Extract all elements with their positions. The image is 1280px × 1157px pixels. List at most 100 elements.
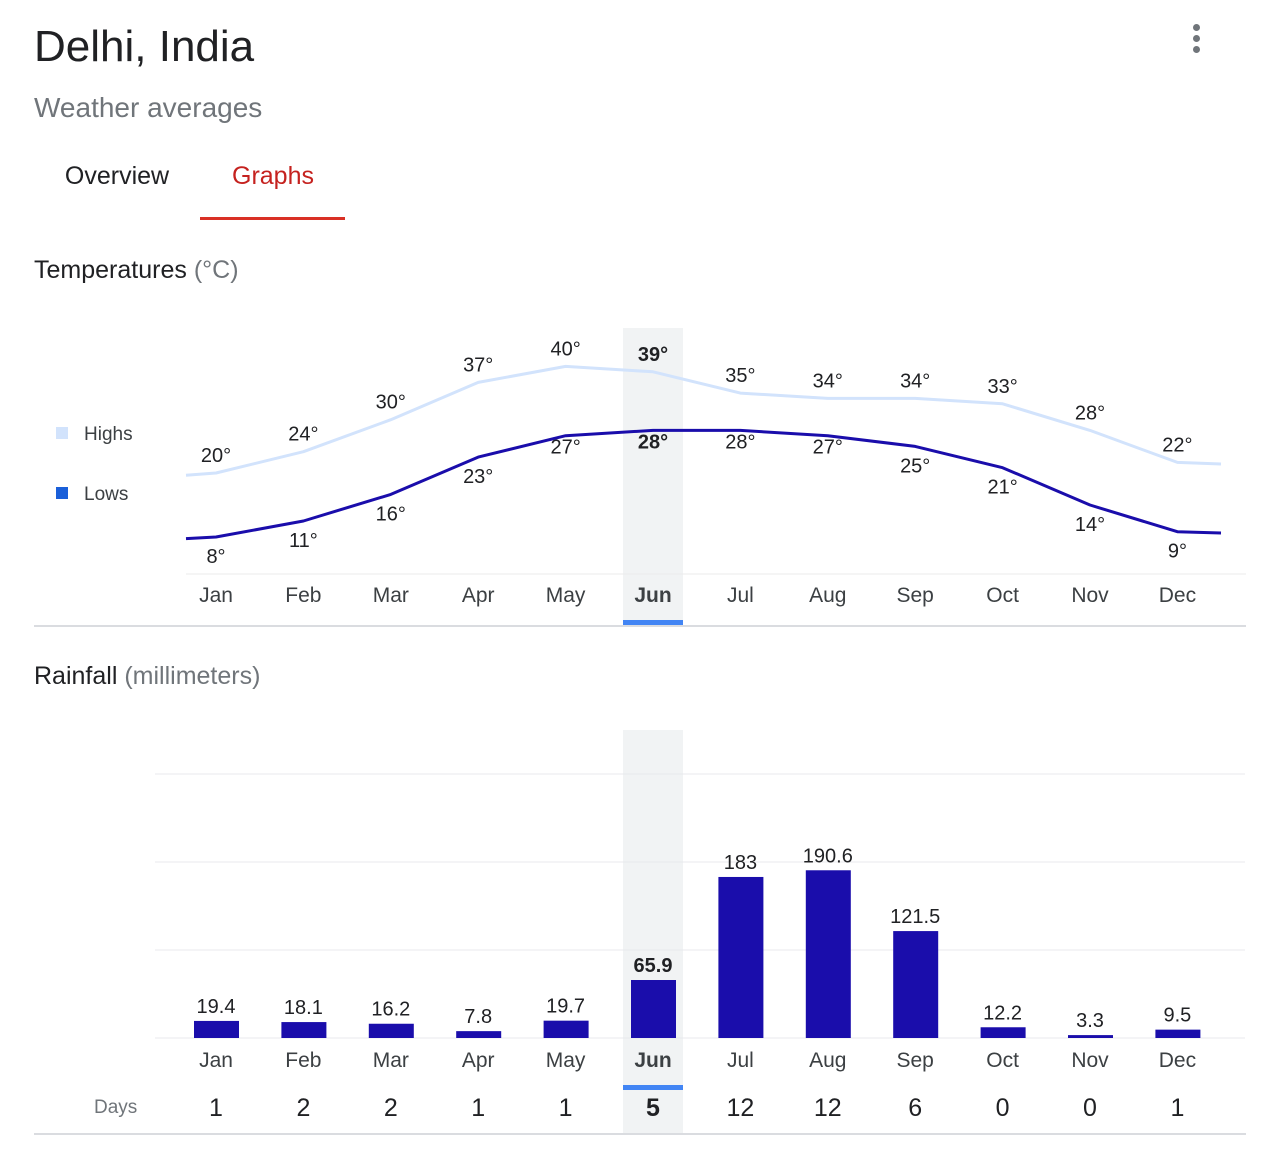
- rainfall-month-tick[interactable]: Nov: [1071, 1049, 1109, 1072]
- temperature-title: Temperatures (°C): [34, 256, 239, 285]
- rain-days-value: 1: [471, 1094, 486, 1122]
- rainfall-data-label: 183: [724, 852, 757, 874]
- rainfall-data-label: 16.2: [371, 999, 410, 1021]
- highs-data-label: 33°: [987, 376, 1017, 398]
- tab-graphs[interactable]: Graphs: [232, 162, 314, 190]
- rainfall-month-tick[interactable]: Apr: [462, 1049, 495, 1072]
- highs-data-label: 37°: [463, 354, 493, 376]
- legend-highs-swatch: [56, 426, 68, 439]
- lows-data-label: 27°: [813, 437, 843, 459]
- tab-bar: Overview Graphs: [34, 150, 734, 222]
- rain-days-value: 0: [995, 1094, 1010, 1122]
- rainfall-month-tick[interactable]: Jul: [727, 1049, 754, 1072]
- rain-days-value: 6: [908, 1094, 923, 1122]
- rainfall-bar[interactable]: [543, 1020, 589, 1038]
- page-subtitle: Weather averages: [34, 92, 263, 123]
- rainfall-selection-band: [623, 730, 683, 1135]
- lows-data-label: 23°: [463, 466, 493, 488]
- rainfall-bar[interactable]: [631, 980, 676, 1038]
- lows-data-label: 16°: [376, 503, 406, 525]
- section-divider: [34, 625, 1246, 627]
- temperature-month-tick[interactable]: Oct: [986, 584, 1019, 607]
- days-label: Days: [94, 1097, 138, 1118]
- temperature-month-tick[interactable]: Jun: [634, 584, 671, 607]
- highs-data-label: 39°: [638, 344, 668, 366]
- rainfall-data-label: 19.7: [546, 996, 585, 1018]
- rainfall-bar[interactable]: [194, 1020, 239, 1038]
- highs-data-label: 28°: [1075, 402, 1105, 424]
- rainfall-month-tick[interactable]: Dec: [1159, 1049, 1196, 1072]
- rainfall-bar[interactable]: [281, 1022, 327, 1038]
- temperature-title-text: Temperatures: [34, 256, 187, 284]
- rainfall-bar[interactable]: [456, 1031, 502, 1038]
- rainfall-data-label: 18.1: [284, 997, 323, 1019]
- rainfall-bar[interactable]: [368, 1023, 414, 1038]
- lows-data-label: 27°: [550, 437, 580, 459]
- rainfall-bar[interactable]: [980, 1027, 1026, 1038]
- rainfall-month-tick[interactable]: Oct: [986, 1049, 1019, 1072]
- legend-lows-swatch: [56, 486, 68, 499]
- rain-days-value: 1: [209, 1094, 223, 1122]
- rain-days-value: 1: [1170, 1094, 1185, 1122]
- highs-data-label: 20°: [201, 445, 231, 467]
- highs-data-label: 34°: [900, 370, 930, 392]
- lows-data-label: 28°: [638, 431, 668, 453]
- highs-data-label: 30°: [376, 392, 406, 414]
- tab-selected-indicator: [200, 217, 345, 220]
- rainfall-month-tick[interactable]: Sep: [897, 1049, 934, 1072]
- temperature-month-tick[interactable]: May: [546, 584, 586, 607]
- highs-line: [185, 364, 1222, 477]
- rain-days-value: 12: [726, 1094, 755, 1122]
- rainfall-bar[interactable]: [718, 876, 764, 1038]
- tab-overview[interactable]: Overview: [64, 162, 170, 190]
- rainfall-bar[interactable]: [893, 931, 939, 1038]
- temperature-month-tick[interactable]: Sep: [897, 584, 934, 607]
- lows-data-label: 11°: [289, 530, 318, 552]
- highs-data-label: 24°: [288, 424, 318, 446]
- temperature-month-tick[interactable]: Jul: [727, 584, 754, 607]
- rain-days-value: 2: [296, 1094, 311, 1122]
- rainfall-data-label: 190.6: [803, 845, 853, 867]
- rainfall-data-label: 65.9: [634, 955, 673, 977]
- rainfall-month-tick[interactable]: Mar: [373, 1049, 409, 1072]
- rainfall-selected-marker: [623, 1085, 683, 1090]
- rain-days-value: 5: [646, 1094, 660, 1122]
- rainfall-bar[interactable]: [1155, 1029, 1201, 1038]
- rain-days-value: 2: [383, 1094, 398, 1122]
- rainfall-month-tick[interactable]: Feb: [285, 1049, 321, 1072]
- temperature-month-tick[interactable]: Aug: [809, 584, 846, 607]
- rainfall-data-label: 12.2: [983, 1002, 1022, 1024]
- highs-data-label: 35°: [725, 365, 755, 387]
- rain-days-value: 1: [558, 1094, 573, 1122]
- temperature-month-tick[interactable]: Feb: [285, 584, 321, 607]
- temperature-month-tick[interactable]: Jan: [199, 584, 233, 607]
- rainfall-data-label: 19.4: [197, 996, 236, 1018]
- page-title: Delhi, India: [34, 22, 255, 71]
- more-vert-icon[interactable]: [1180, 24, 1212, 60]
- bottom-divider: [34, 1133, 1246, 1135]
- legend-highs-label: Highs: [84, 424, 133, 445]
- rainfall-month-tick[interactable]: Jan: [199, 1049, 233, 1072]
- rainfall-bar[interactable]: [805, 870, 851, 1038]
- lows-data-label: 28°: [725, 431, 755, 453]
- rainfall-month-tick[interactable]: Aug: [809, 1049, 846, 1072]
- temperature-month-tick[interactable]: Apr: [462, 584, 495, 607]
- rain-days-value: 12: [813, 1094, 842, 1122]
- days-row: 1 2 2 1 1 5 12 12 6 0 0 1: [0, 1094, 1280, 1128]
- legend-highs[interactable]: Highs: [56, 424, 133, 446]
- rainfall-bar[interactable]: [1068, 1035, 1113, 1038]
- rainfall-data-label: 121.5: [890, 906, 940, 928]
- temperature-month-tick[interactable]: Dec: [1159, 584, 1196, 607]
- lows-data-label: 25°: [900, 455, 930, 477]
- rainfall-data-label: 3.3: [1076, 1010, 1104, 1032]
- lows-data-label: 8°: [206, 546, 225, 568]
- lows-data-label: 9°: [1168, 541, 1187, 563]
- rainfall-unit: (millimeters): [124, 662, 261, 690]
- legend-lows[interactable]: Lows: [56, 484, 128, 506]
- temperature-month-tick[interactable]: Nov: [1071, 584, 1109, 607]
- highs-data-label: 34°: [813, 370, 843, 392]
- rainfall-month-tick[interactable]: May: [546, 1049, 586, 1072]
- temperature-month-tick[interactable]: Mar: [373, 584, 409, 607]
- lows-line: [185, 428, 1222, 541]
- rainfall-month-tick[interactable]: Jun: [634, 1049, 671, 1072]
